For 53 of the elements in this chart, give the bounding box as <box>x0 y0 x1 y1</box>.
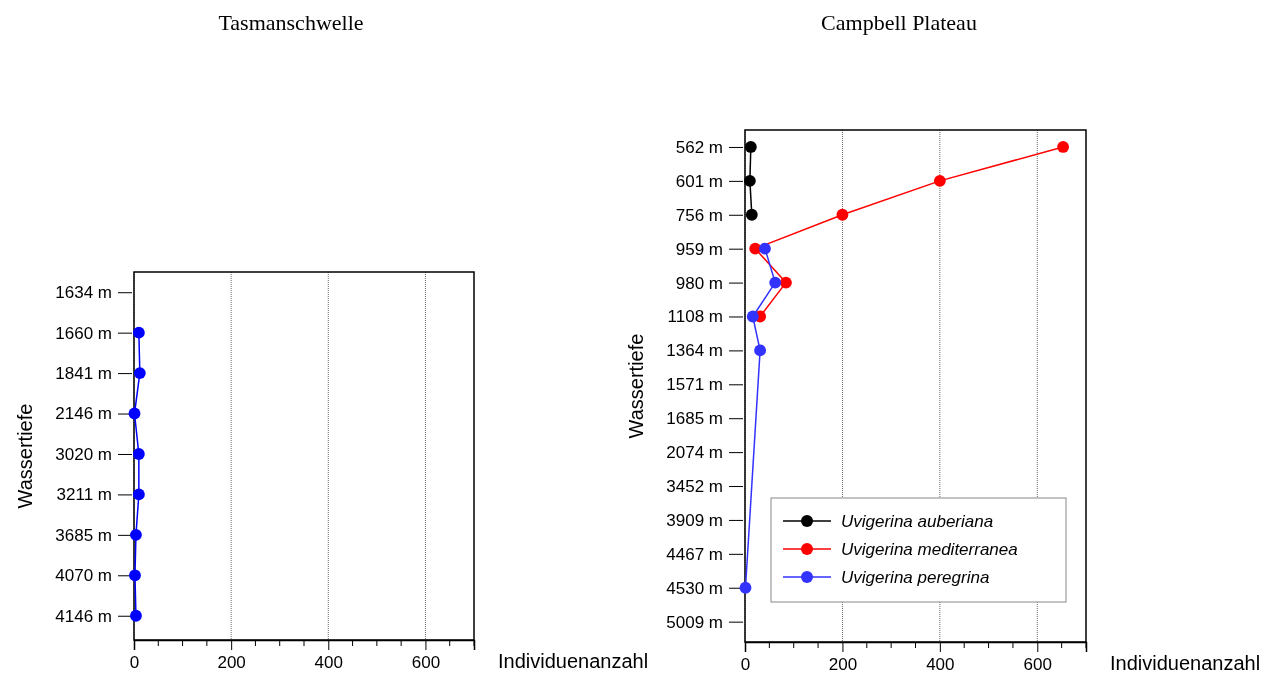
y-tick-label: 959 m <box>675 239 723 259</box>
point <box>780 276 792 289</box>
y-axis-title: Wassertiefe <box>625 333 647 439</box>
y-tick-label: 1660 m <box>55 323 112 343</box>
y-tick-label: 4467 m <box>666 544 723 564</box>
y-tick-label: 4070 m <box>55 566 112 586</box>
y-tick-label: 3685 m <box>55 525 112 545</box>
point <box>754 344 767 357</box>
legend-label: Uvigerina mediterranea <box>841 540 1018 559</box>
point <box>1057 141 1070 153</box>
y-tick-label: 1571 m <box>666 375 723 395</box>
y-tick-label: 1634 m <box>55 283 112 303</box>
chart-title: Tasmanschwelle <box>218 10 364 35</box>
x-tick-label: 200 <box>217 653 246 673</box>
x-tick-label: 400 <box>314 653 343 673</box>
y-tick-label: 3909 m <box>666 510 723 530</box>
y-tick-label: 3020 m <box>55 444 112 464</box>
x-tick-label: 400 <box>926 655 955 674</box>
point <box>739 581 752 594</box>
point <box>744 141 757 153</box>
point <box>769 276 782 289</box>
y-tick-label: 3211 m <box>56 485 112 505</box>
y-tick-label: 4530 m <box>666 578 723 598</box>
y-tick-label: 601 m <box>675 171 723 191</box>
x-tick-label: 600 <box>1023 655 1052 674</box>
x-axis-title: Individuenanzahl <box>498 650 649 672</box>
y-tick-label: 4146 m <box>55 606 112 626</box>
y-tick-label: 1108 m <box>667 307 723 327</box>
x-tick-label: 0 <box>129 653 140 673</box>
x-axis-title: Individuenanzahl <box>1110 652 1261 674</box>
y-axis-title: Wassertiefe <box>14 403 36 509</box>
point <box>836 208 849 221</box>
y-tick-label: 756 m <box>675 205 723 225</box>
y-tick-label: 1685 m <box>666 409 723 429</box>
y-tick-label: 2074 m <box>666 443 723 463</box>
y-tick-label: 1364 m <box>666 341 723 361</box>
x-tick-label: 200 <box>828 655 858 674</box>
point <box>746 310 759 323</box>
x-tick-label: 600 <box>411 653 441 673</box>
chart-title: Campbell Plateau <box>821 10 977 35</box>
point <box>759 242 771 255</box>
y-tick-label: 2146 m <box>55 404 112 424</box>
y-tick-label: 5009 m <box>666 612 723 632</box>
legend-label: Uvigerina auberiana <box>841 512 994 531</box>
x-tick-label: 0 <box>740 655 751 674</box>
point <box>743 174 756 187</box>
y-tick-label: 562 m <box>675 137 723 157</box>
point <box>933 174 946 187</box>
y-tick-label: 1841 m <box>55 364 112 384</box>
legend-label: Uvigerina peregrina <box>841 568 990 587</box>
y-tick-label: 3452 m <box>666 476 723 496</box>
y-tick-label: 980 m <box>675 273 723 293</box>
point <box>745 208 758 221</box>
